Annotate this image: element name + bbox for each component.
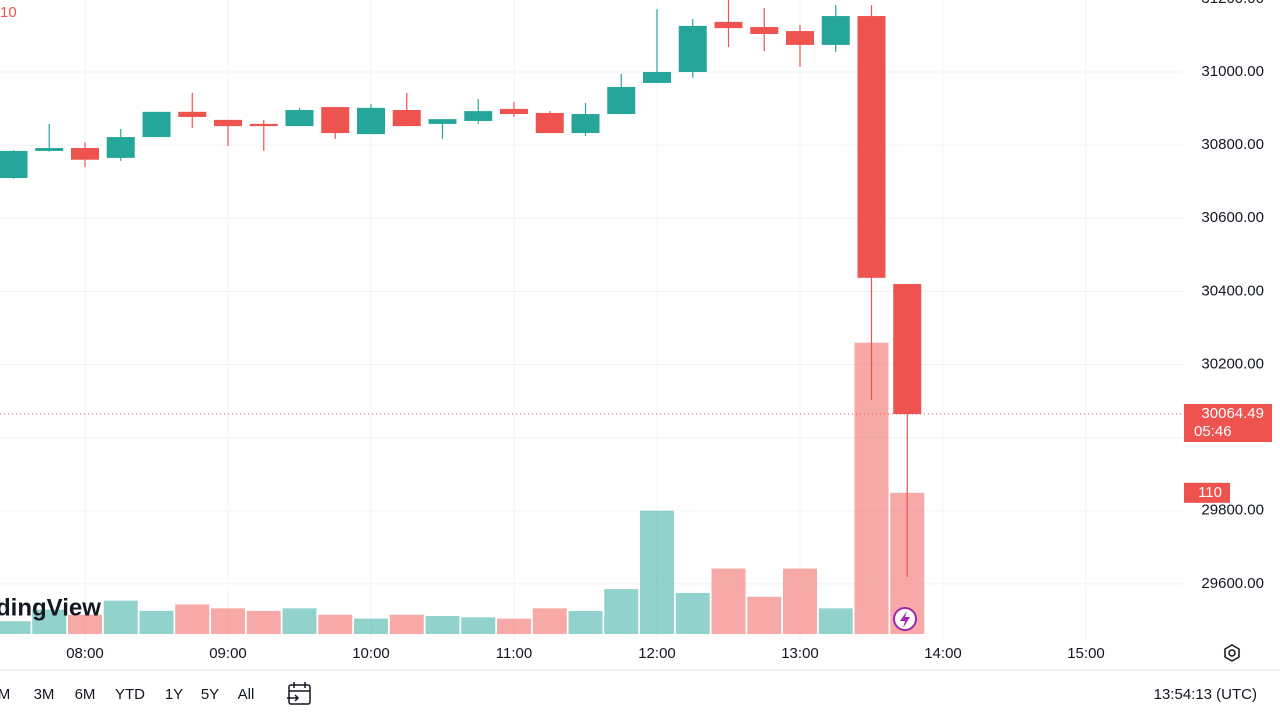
volume-bar [103, 600, 138, 634]
legend-fragment: 10 [0, 4, 17, 21]
x-tick-label: 15:00 [1067, 645, 1105, 662]
volume-bar [532, 608, 567, 634]
x-tick-label: 13:00 [781, 645, 819, 662]
price-axis: 29600.0029800.0030000.0030200.0030400.00… [66, 0, 1272, 662]
volume-bar [461, 617, 496, 634]
candle-body [464, 111, 493, 121]
x-tick-label: 09:00 [209, 645, 247, 662]
x-tick-label: 10:00 [352, 645, 390, 662]
watermark: dingView [0, 594, 101, 621]
clock: 13:54:13 (UTC) [1154, 686, 1257, 703]
lightning-icon[interactable] [893, 607, 917, 631]
y-tick-label: 30600.00 [1201, 209, 1264, 226]
candle-body [214, 119, 242, 127]
range-button[interactable]: 3M [34, 686, 55, 703]
volume-bar [32, 609, 67, 634]
range-button[interactable]: 1Y [165, 686, 183, 703]
y-tick-label: 30400.00 [1201, 282, 1264, 299]
volume-label: 110 [1198, 484, 1222, 501]
volume-bar [68, 614, 102, 634]
candle-body [428, 119, 457, 124]
volume-bar [318, 614, 353, 634]
range-button[interactable]: YTD [115, 686, 145, 703]
volume-bar [818, 608, 853, 634]
candle-body [357, 107, 385, 135]
countdown-label: 05:46 [1194, 423, 1232, 440]
candle-body [678, 25, 707, 72]
range-button[interactable]: M [0, 686, 10, 703]
candle-body [821, 16, 850, 45]
candle-body [643, 71, 671, 83]
candle-body [500, 108, 528, 115]
candle-body [893, 284, 922, 415]
volume-bar [282, 608, 317, 634]
range-button[interactable]: 5Y [201, 686, 219, 703]
candle-body [142, 111, 171, 138]
toolbar: M 3M 6M YTD 1Y 5Y All [0, 686, 254, 703]
volume-bar [711, 568, 746, 634]
volume-bar [675, 592, 710, 634]
range-button[interactable]: All [238, 686, 255, 703]
calendar-icon[interactable] [287, 682, 311, 705]
x-tick-label: 08:00 [66, 645, 104, 662]
candle-body [786, 31, 814, 45]
candle-body [607, 86, 636, 115]
candle-body [35, 148, 64, 151]
volume-bar [389, 614, 424, 634]
volume-bar [175, 604, 210, 634]
candle-body [178, 111, 207, 117]
y-tick-label: 31200.00 [1201, 0, 1264, 7]
volume-bar [139, 610, 174, 634]
candle-body [321, 107, 350, 134]
x-tick-label: 12:00 [638, 645, 676, 662]
y-tick-label: 29800.00 [1201, 502, 1264, 519]
candle-body [249, 123, 278, 127]
candle-body [0, 150, 28, 179]
candle-body [750, 27, 779, 34]
x-tick-label: 14:00 [924, 645, 962, 662]
candle-body [857, 16, 886, 278]
volume-pane [0, 342, 925, 634]
grid [0, 0, 1183, 640]
candle-body [535, 112, 564, 134]
candles [0, 0, 1183, 577]
volume-label-box [1184, 482, 1230, 503]
settings-icon[interactable] [1224, 644, 1240, 662]
y-tick-label: 29600.00 [1201, 575, 1264, 592]
volume-bar [211, 608, 245, 634]
candle-body [71, 148, 99, 160]
volume-bar [0, 621, 31, 634]
volume-bar [783, 568, 817, 634]
volume-bar [568, 610, 603, 634]
volume-bar [246, 610, 281, 634]
volume-bar [640, 510, 674, 634]
last-price-label: 30064.49 [1201, 405, 1264, 422]
last-price-box [1184, 404, 1272, 443]
x-tick-label: 11:00 [496, 645, 532, 662]
candle-body [106, 137, 135, 158]
y-tick-label: 31000.00 [1201, 63, 1264, 80]
candle-body [392, 110, 421, 127]
range-button[interactable]: 6M [75, 686, 96, 703]
candle-body [714, 21, 743, 29]
volume-bar [747, 596, 782, 634]
volume-bar [497, 618, 531, 634]
y-tick-label: 30800.00 [1201, 136, 1264, 153]
y-tick-label: 30200.00 [1201, 355, 1264, 372]
volume-bar [425, 616, 460, 634]
volume-bar [354, 618, 388, 634]
candle-body [571, 114, 600, 134]
volume-bar [604, 589, 639, 634]
candle-body [285, 110, 314, 127]
